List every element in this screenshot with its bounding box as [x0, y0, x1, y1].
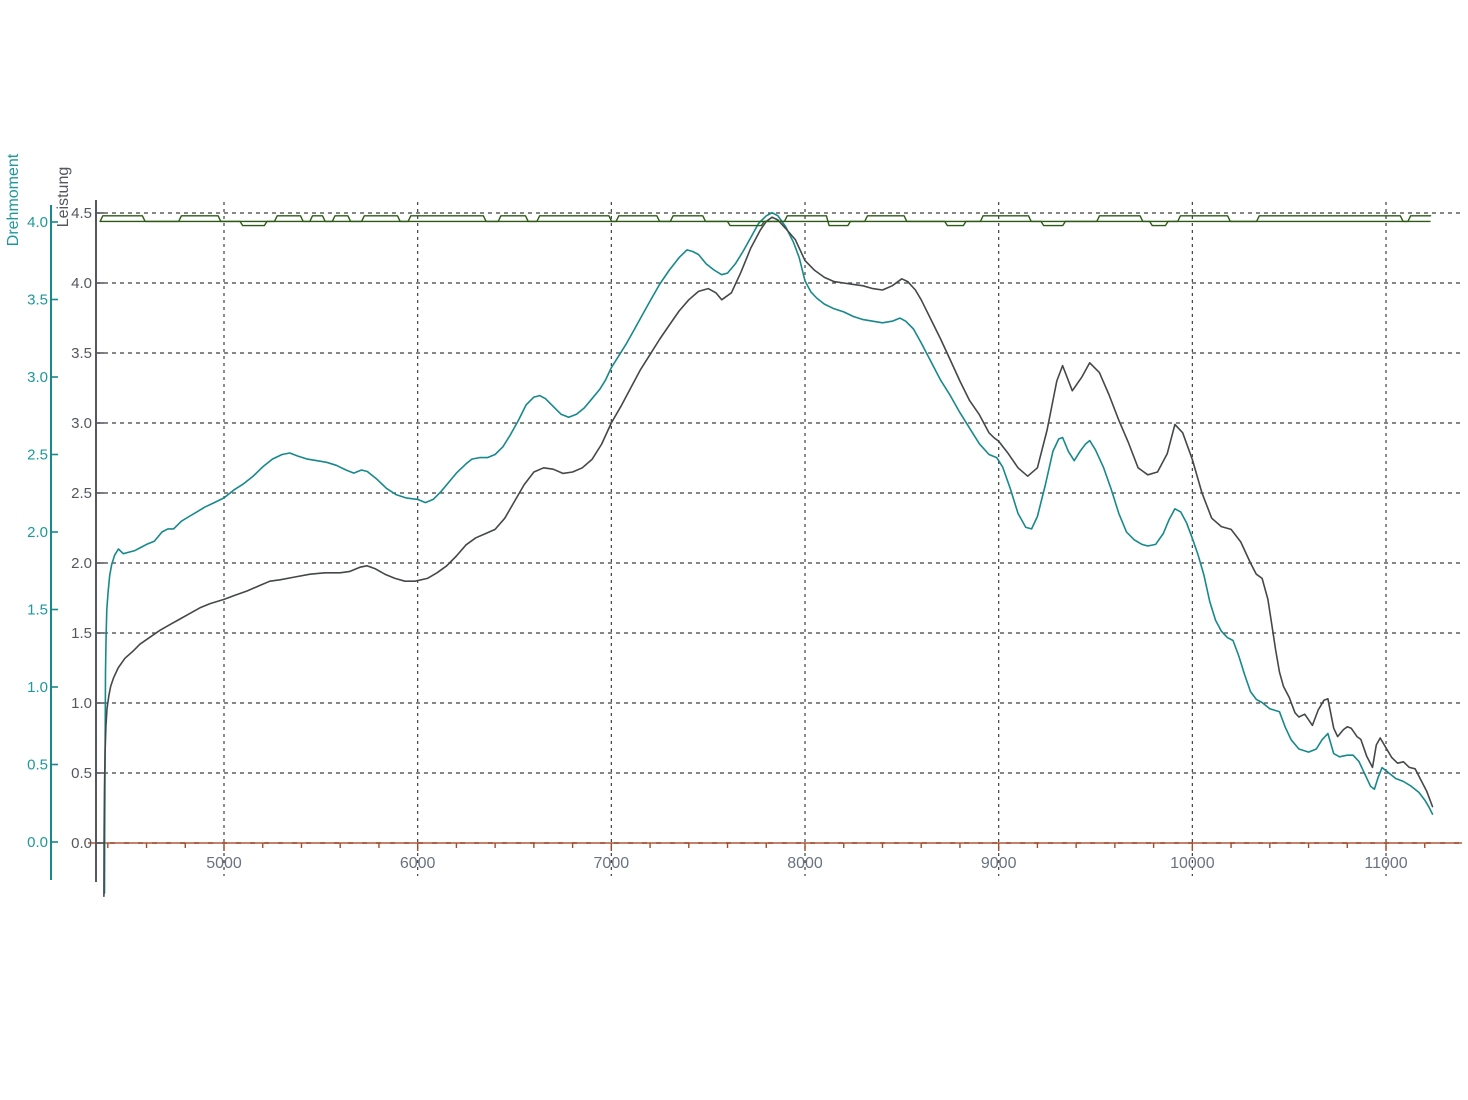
signal-pulses	[99, 215, 1432, 227]
drehmoment-tick-label: 3.5	[27, 292, 48, 309]
leistung-tick-label: 4.0	[71, 275, 92, 292]
x-tick-label: 6000	[400, 855, 436, 872]
leistung-tick-label: 2.0	[71, 555, 92, 572]
drehmoment-tick-label: 0.0	[27, 834, 48, 851]
x-tick-label: 5000	[206, 855, 242, 872]
x-tick-label: 9000	[981, 855, 1017, 872]
drehmoment-curve	[103, 211, 1434, 894]
leistung-tick-label: 0.0	[71, 835, 92, 852]
leistung-tick-label: 3.0	[71, 415, 92, 432]
x-tick-label: 10000	[1170, 855, 1215, 872]
drehmoment-tick-label: 1.5	[27, 602, 48, 619]
drehmoment-tick-label: 1.0	[27, 679, 48, 696]
drehmoment-tick-label: 4.0	[27, 214, 48, 231]
leistung-tick-label: 4.5	[71, 205, 92, 222]
drehmoment-tick-label: 0.5	[27, 757, 48, 774]
x-tick-label: 7000	[594, 855, 630, 872]
leistung-tick-label: 1.0	[71, 695, 92, 712]
x-tick-label: 8000	[787, 855, 823, 872]
leistung-tick-label: 3.5	[71, 345, 92, 362]
leistung-axis-title: Leistung	[55, 167, 72, 228]
drehmoment-tick-label: 2.5	[27, 447, 48, 464]
leistung-tick-label: 0.5	[71, 765, 92, 782]
leistung-curve	[103, 216, 1434, 897]
drehmoment-tick-label: 2.0	[27, 524, 48, 541]
drehmoment-tick-label: 3.0	[27, 369, 48, 386]
drehmoment-axis-title: Drehmoment	[5, 153, 22, 246]
leistung-tick-label: 2.5	[71, 485, 92, 502]
x-tick-label: 11000	[1364, 855, 1407, 872]
leistung-tick-label: 1.5	[71, 625, 92, 642]
